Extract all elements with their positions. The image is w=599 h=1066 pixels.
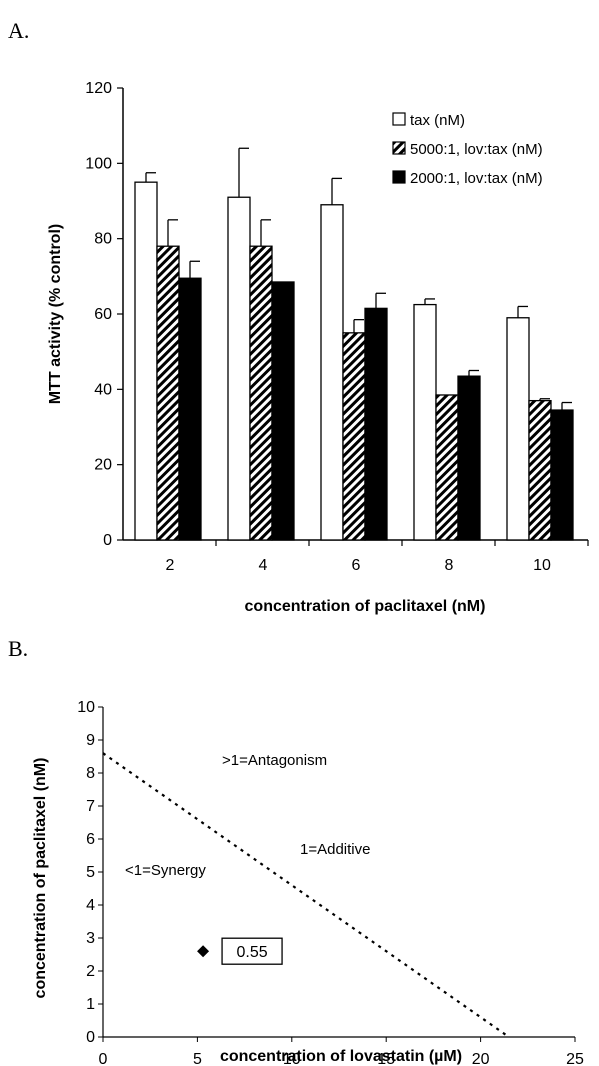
chart-b-data-point xyxy=(197,945,210,958)
chart-a-legend-swatch-open xyxy=(392,112,406,126)
chart-b-x-tick-label: 10 xyxy=(283,1051,301,1066)
chart-a-legend-swatch-solid xyxy=(392,170,406,184)
chart-a-bar-solid xyxy=(178,277,202,541)
chart-b-x-axis-label: concentration of lovastatin (µM) xyxy=(220,1048,462,1065)
chart-a-y-tick-label: 60 xyxy=(94,306,112,323)
chart-a-legend-label: tax (nM) xyxy=(410,112,465,129)
chart-a-y-tick-label: 0 xyxy=(103,532,112,549)
chart-a-y-tick-label: 20 xyxy=(94,457,112,474)
chart-a-x-tick-label: 8 xyxy=(445,557,454,574)
chart-a-bar-solid xyxy=(550,409,574,541)
chart-b-y-tick-label: 7 xyxy=(86,798,95,815)
chart-b-y-tick-label: 1 xyxy=(86,996,95,1013)
chart-a-bar-hatched xyxy=(156,245,180,541)
chart-a-x-tick-label: 2 xyxy=(166,557,175,574)
chart-a-legend-label: 2000:1, lov:tax (nM) xyxy=(410,170,543,187)
chart-b-synergy-label: <1=Synergy xyxy=(125,862,206,879)
chart-a-y-axis-label: MTT activity (% control) xyxy=(47,224,64,404)
chart-b-x-tick-label: 0 xyxy=(99,1051,108,1066)
chart-a-legend: tax (nM) 5000:1, lov:tax (nM) 2000:1, lov:… xyxy=(392,112,543,187)
chart-b-x-tick-label: 20 xyxy=(472,1051,490,1066)
panel-b-letter: B. xyxy=(8,636,29,661)
chart-a-bar-open xyxy=(227,196,251,541)
chart-b-point-label: 0.55 xyxy=(236,944,267,961)
chart-a-bar-open xyxy=(320,204,344,541)
chart-a-x-tick-label: 6 xyxy=(352,557,361,574)
chart-a-bar-hatched xyxy=(435,394,459,541)
chart-b-y-tick-label: 4 xyxy=(86,897,95,914)
chart-a-x-axis-label: concentration of paclitaxel (nM) xyxy=(245,598,486,615)
chart-a-bar-hatched xyxy=(528,399,552,541)
chart-a-legend-swatch-hatched xyxy=(392,141,406,155)
chart-b-additivity-line xyxy=(102,752,510,1038)
chart-a-y-tick-label: 40 xyxy=(94,381,112,398)
chart-b-y-axis-label: concentration of paclitaxel (nM) xyxy=(32,758,49,999)
chart-b-point-label-box xyxy=(221,937,283,965)
chart-a-y-tick-label: 80 xyxy=(94,231,112,248)
chart-b-isobologram: 0 1 2 3 4 5 6 7 8 9 10 0 5 10 15 20 25 0.55 >1=Antagoni… xyxy=(32,699,584,1066)
chart-b-y-tick-label: 10 xyxy=(77,699,95,716)
chart-b-x-tick-label: 15 xyxy=(377,1051,395,1066)
chart-a-y-tick-label: 120 xyxy=(85,80,112,97)
panel-a-letter: A. xyxy=(8,18,30,43)
chart-b-y-tick-label: 0 xyxy=(86,1029,95,1046)
chart-b-y-tick-label: 8 xyxy=(86,765,95,782)
chart-b-y-tick-label: 5 xyxy=(86,864,95,881)
chart-a-bar-hatched xyxy=(342,332,366,541)
chart-b-additive-label: 1=Additive xyxy=(300,841,370,858)
chart-a-x-tick-label: 4 xyxy=(259,557,268,574)
chart-a-y-tick-label: 100 xyxy=(85,155,112,172)
chart-b-antagonism-label: >1=Antagonism xyxy=(222,752,327,769)
chart-a-bar-open xyxy=(134,181,158,541)
chart-a-bar-solid xyxy=(271,281,295,541)
chart-a-legend-label: 5000:1, lov:tax (nM) xyxy=(410,141,543,158)
chart-b-y-tick-label: 2 xyxy=(86,963,95,980)
chart-b-y-tick-label: 9 xyxy=(86,732,95,749)
chart-a-mtt-bar-chart: 0 20 40 60 80 100 120 2 4 6 8 10 MTT activity (% c… xyxy=(47,80,589,615)
chart-a-bar-open xyxy=(506,317,530,541)
chart-a-bar-solid xyxy=(364,307,388,541)
chart-b-y-tick-label: 6 xyxy=(86,831,95,848)
chart-b-y-tick-label: 3 xyxy=(86,930,95,947)
chart-a-bar-solid xyxy=(457,375,481,541)
chart-a-bar-hatched xyxy=(249,245,273,541)
chart-b-x-tick-label: 25 xyxy=(566,1051,584,1066)
chart-a-x-tick-label: 10 xyxy=(533,557,551,574)
chart-a-bar-open xyxy=(413,303,437,541)
chart-b-x-tick-label: 5 xyxy=(193,1051,202,1066)
